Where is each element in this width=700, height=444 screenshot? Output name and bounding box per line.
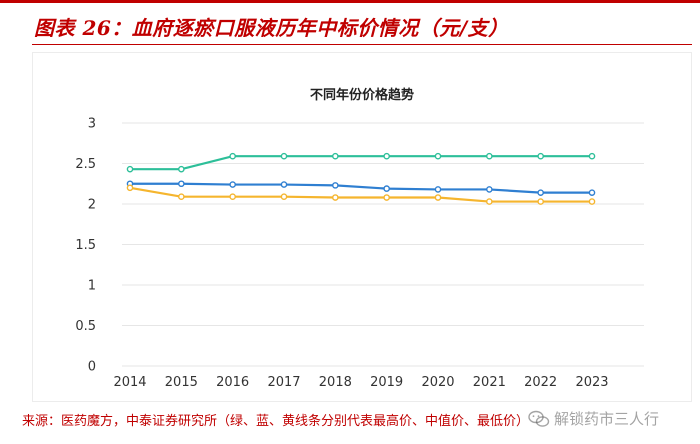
x-tick-label: 2022 xyxy=(524,375,557,390)
y-tick-label: 1 xyxy=(88,279,96,294)
y-tick-label: 0.5 xyxy=(75,319,96,334)
x-tick-labels: 2014 2015 2016 2017 2018 2019 2020 2021 2022 2023 xyxy=(113,375,608,390)
data-point xyxy=(332,194,339,201)
y-tick-label: 3 xyxy=(88,117,96,132)
data-point xyxy=(486,198,493,205)
data-point xyxy=(383,152,390,160)
top-rule xyxy=(0,0,700,3)
data-point xyxy=(383,194,390,201)
data-point xyxy=(280,193,288,201)
grid-lines xyxy=(122,122,644,367)
y-tick-label: 1.5 xyxy=(75,238,96,253)
watermark: 解锁药市三人行 xyxy=(528,404,659,434)
data-point xyxy=(537,189,544,196)
chart-title: 不同年份价格趋势 xyxy=(310,87,414,103)
x-tick-label: 2015 xyxy=(165,375,198,390)
data-point xyxy=(178,165,185,173)
price-trend-chart: 不同年份价格趋势 00.511.522.53 2014 2015 2016 2017 2… xyxy=(75,87,644,390)
y-tick-label: 2 xyxy=(88,198,96,213)
chart-frame xyxy=(32,52,692,402)
x-tick-label: 2018 xyxy=(319,375,352,390)
data-point xyxy=(280,181,288,188)
data-point xyxy=(229,152,236,160)
y-tick-label: 0 xyxy=(88,360,96,375)
data-point xyxy=(588,152,596,160)
data-point xyxy=(588,189,596,196)
data-point xyxy=(332,152,339,160)
series-line xyxy=(130,182,592,194)
title-rule xyxy=(32,44,692,45)
x-tick-label: 2017 xyxy=(267,375,300,390)
data-point xyxy=(434,194,442,201)
data-point xyxy=(178,193,185,201)
data-point xyxy=(280,152,288,160)
data-point xyxy=(434,186,442,193)
x-tick-label: 2023 xyxy=(575,375,608,390)
data-point xyxy=(332,182,339,189)
x-tick-label: 2019 xyxy=(370,375,403,390)
y-tick-label: 2.5 xyxy=(75,157,96,172)
data-point xyxy=(383,185,390,192)
data-point xyxy=(537,198,544,205)
series-1 xyxy=(126,180,596,196)
x-tick-label: 2016 xyxy=(216,375,249,390)
x-tick-label: 2020 xyxy=(421,375,454,390)
data-point xyxy=(588,198,596,205)
watermark-text: 解锁药市三人行 xyxy=(554,410,660,428)
data-point xyxy=(126,165,134,173)
wechat-icon xyxy=(528,410,550,427)
series-2 xyxy=(126,184,596,205)
data-point xyxy=(229,193,236,201)
data-point xyxy=(229,181,236,188)
series-line xyxy=(129,186,592,203)
series-0 xyxy=(126,152,596,173)
data-point xyxy=(537,152,544,160)
data-point xyxy=(486,186,493,193)
data-point xyxy=(486,152,493,160)
x-tick-label: 2014 xyxy=(113,375,146,390)
source-note: 来源：医药魔方，中泰证券研究所（绿、蓝、黄线条分别代表最高价、中值价、最低价） xyxy=(22,414,530,429)
data-point xyxy=(126,184,134,192)
data-point xyxy=(178,180,185,188)
series-lines xyxy=(126,152,596,205)
x-tick-label: 2021 xyxy=(473,375,506,390)
series-line xyxy=(130,155,592,171)
data-point xyxy=(434,152,442,160)
y-tick-labels: 0 0.5 1 1.5 2 2.5 3 xyxy=(75,117,96,375)
figure-title: 图表 26：血府逐瘀口服液历年中标价情况（元/支） xyxy=(34,16,509,40)
